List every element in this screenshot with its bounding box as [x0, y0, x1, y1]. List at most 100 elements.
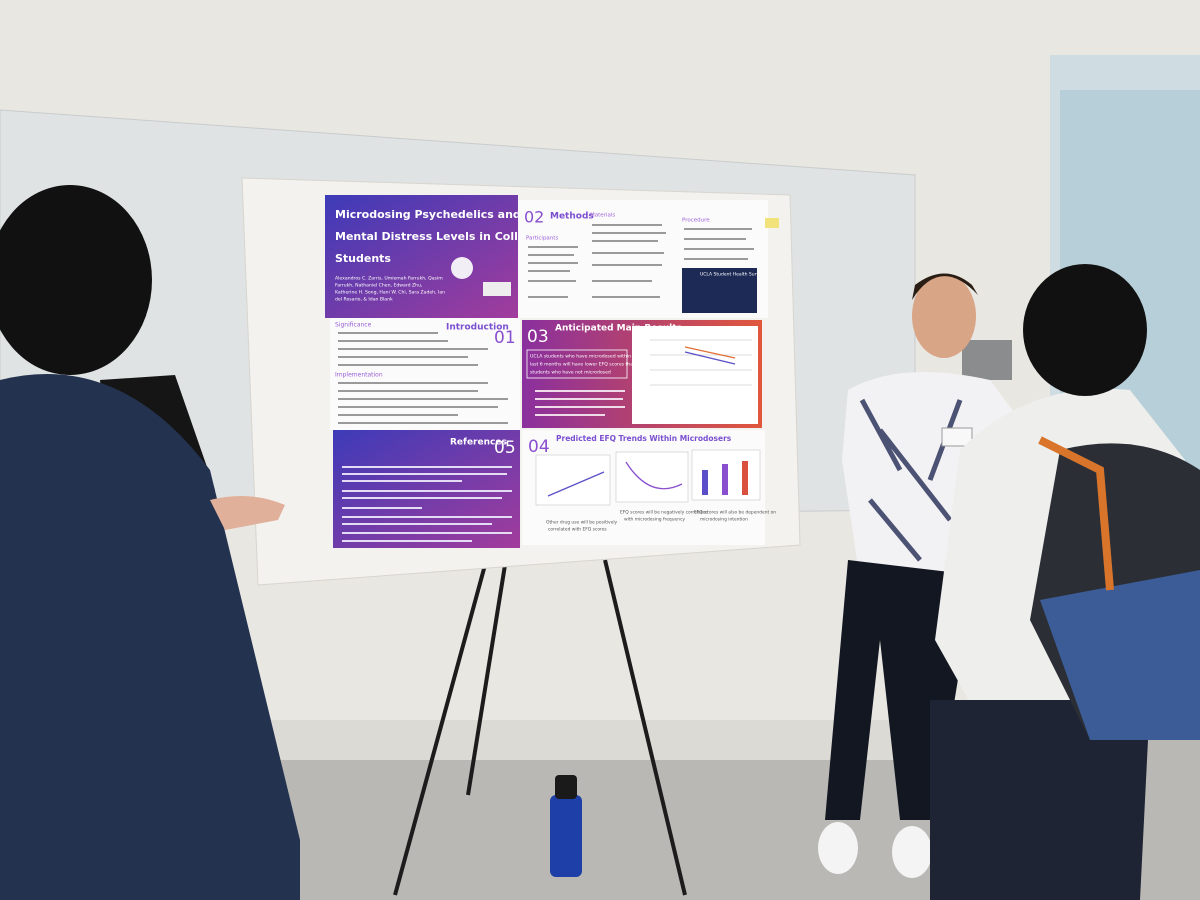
shape [592, 224, 662, 226]
body-text-lines [338, 332, 508, 424]
hypothesis: UCLA students who have microdosed within… [530, 354, 640, 360]
shape [742, 461, 748, 495]
trend-line [547, 471, 605, 497]
shape [603, 559, 687, 896]
section-heading: Predicted EFQ Trends Within Microdosers [556, 434, 732, 443]
shape [615, 451, 689, 503]
shape [1040, 570, 1200, 740]
shape [338, 406, 498, 408]
shape [0, 185, 152, 375]
bottle-cap [555, 775, 577, 799]
trend-bars [702, 461, 748, 495]
shape [684, 228, 752, 230]
shape [528, 296, 568, 298]
shape [930, 700, 1150, 900]
shape [535, 406, 625, 408]
trend-caption: correlated with EFQ scores [548, 527, 607, 533]
section-heading: Methods [550, 212, 594, 222]
poster-title: Microdosing Psychedelics and [335, 208, 521, 221]
shape [338, 348, 488, 350]
shape [338, 340, 448, 342]
shape [592, 252, 664, 254]
shape [684, 248, 754, 250]
body-text-lines [528, 224, 754, 298]
shape [338, 390, 478, 392]
shape: Other drug use will be positively correl… [546, 510, 776, 533]
shape [393, 564, 487, 896]
shape [342, 540, 472, 542]
person-left-back [0, 185, 300, 900]
shape [338, 422, 508, 424]
pills-icon [483, 282, 511, 296]
shape [210, 496, 285, 530]
poster-title: Students [335, 252, 391, 265]
section-number: 02 [524, 208, 544, 227]
section-number: 01 [494, 328, 516, 348]
authors: Farrukh, Nathaniel Chen, Edward Zhu, [335, 283, 423, 289]
shape [342, 523, 492, 525]
body-text-lines [535, 390, 625, 416]
shape [342, 516, 512, 518]
shape: Microdosing Psychedelics and Mental Dist… [335, 208, 541, 265]
shape [338, 332, 438, 334]
shape [338, 356, 468, 358]
shape [338, 364, 478, 366]
sticky-note [765, 218, 779, 228]
authors: del Rosario, & Idan Blank [335, 297, 393, 303]
shape [528, 262, 578, 264]
shape [592, 264, 662, 266]
section-number: 04 [528, 437, 550, 457]
chart-grid [650, 339, 752, 386]
results-chart [632, 326, 758, 424]
subheading: Significance [335, 322, 372, 329]
shape [818, 822, 858, 874]
trend-caption: EFQ scores will be negatively correlated [620, 510, 708, 516]
shape [466, 564, 507, 796]
authors: Katherine H. Song, Hani W. Chi, Sara Zad… [335, 290, 445, 296]
shape [1038, 436, 1114, 591]
chart-line [684, 351, 736, 365]
shape [702, 470, 708, 495]
trend-caption: EFQ scores will also be dependent on [694, 510, 776, 516]
hypothesis-box [526, 349, 628, 379]
trend-caption: Other drug use will be positively [546, 520, 618, 526]
shape [859, 398, 963, 562]
shape [592, 296, 660, 298]
shape [342, 507, 422, 509]
authors: Alexandros C. Zarris, Umiemah Farrukh, Q… [335, 276, 443, 282]
section-heading: Anticipated Main Results [555, 324, 682, 334]
shape: Alexandros C. Zarris, Umiemah Farrukh, Q… [335, 276, 445, 303]
section-heading: Introduction [446, 323, 509, 333]
easel [393, 559, 687, 896]
shape [338, 414, 458, 416]
shape [592, 240, 658, 242]
shape [535, 398, 623, 400]
shape [535, 390, 625, 392]
chart-line [684, 346, 736, 359]
water-bottle [550, 795, 582, 877]
shape [592, 280, 652, 282]
shape [892, 826, 932, 878]
shape [342, 532, 512, 534]
wall-sign [962, 340, 1012, 380]
references-panel [333, 430, 520, 548]
title-panel [325, 195, 518, 318]
shape [684, 258, 748, 260]
shape [722, 464, 728, 495]
mushroom-icon [451, 257, 473, 279]
survey-logo [682, 268, 757, 313]
shape [338, 398, 508, 400]
shape [1023, 264, 1147, 396]
section-heading: References [450, 438, 507, 448]
poster-title: Mental Distress Levels in College [335, 230, 541, 243]
subheading: Participants [526, 236, 558, 242]
shape [912, 273, 978, 300]
body-text-lines [342, 466, 512, 542]
trend-charts [535, 449, 761, 506]
person-right [930, 264, 1200, 900]
shape [528, 280, 576, 282]
section-number: 05 [494, 438, 516, 458]
shape: UCLA students who have microdosed within… [530, 354, 640, 376]
shape [941, 427, 973, 447]
